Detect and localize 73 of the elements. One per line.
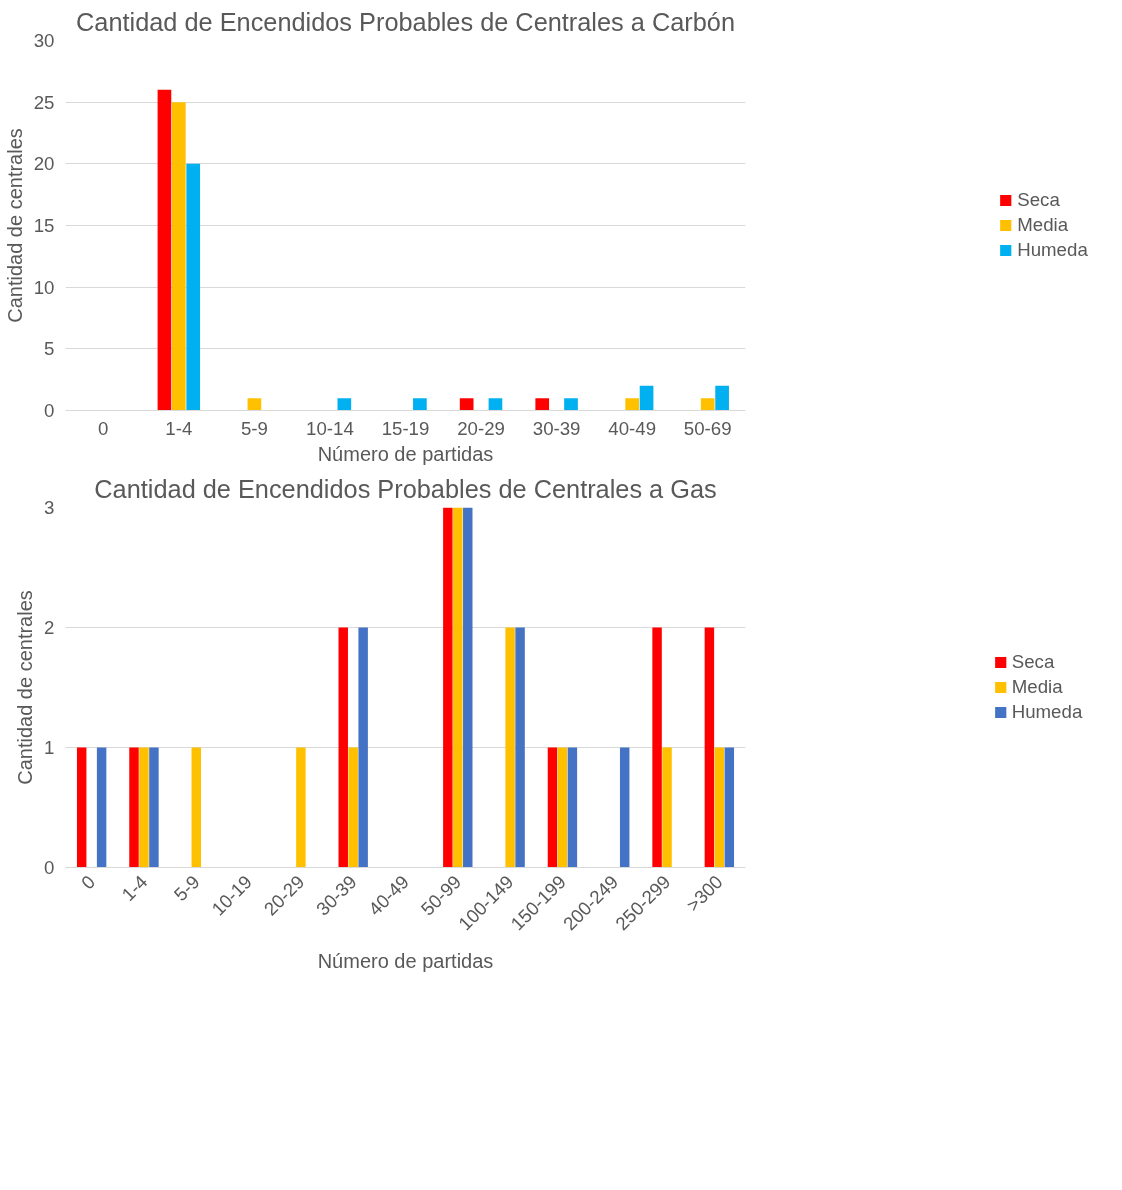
y-tick-label: 10 bbox=[33, 276, 55, 298]
y-tick-label: 25 bbox=[33, 91, 55, 113]
bar bbox=[652, 627, 662, 868]
legend-label: Seca bbox=[1011, 651, 1055, 673]
x-tick-label: 50-69 bbox=[683, 417, 732, 439]
bar bbox=[625, 398, 639, 411]
legend-label: Seca bbox=[1017, 189, 1060, 211]
x-axis-title: Número de partidas bbox=[317, 949, 494, 972]
bar bbox=[413, 398, 427, 411]
x-axis-title: Número de partidas bbox=[317, 442, 494, 465]
y-tick-label: 0 bbox=[44, 400, 55, 421]
bar bbox=[247, 398, 262, 411]
y-tick-label: 15 bbox=[33, 215, 55, 236]
x-tick-label: 10-14 bbox=[306, 417, 354, 439]
bar bbox=[337, 398, 352, 411]
y-tick-label: 2 bbox=[44, 617, 55, 638]
bar bbox=[348, 747, 358, 868]
bar bbox=[157, 89, 172, 411]
bar bbox=[172, 102, 186, 411]
bar bbox=[463, 507, 473, 868]
y-tick-label: 20 bbox=[33, 153, 55, 175]
bar bbox=[700, 398, 715, 411]
x-tick-label: 20-29 bbox=[457, 417, 505, 439]
bar bbox=[535, 398, 550, 411]
bar bbox=[149, 747, 159, 868]
x-tick-label: 15-19 bbox=[381, 417, 430, 439]
bar bbox=[715, 385, 729, 411]
y-axis-title: Cantidad de centrales bbox=[14, 590, 37, 785]
bar bbox=[515, 627, 525, 868]
y-axis-title: Cantidad de centrales bbox=[3, 128, 26, 323]
x-tick-label: 5-9 bbox=[169, 871, 204, 905]
y-tick-label: 30 bbox=[33, 30, 55, 51]
bar bbox=[505, 627, 515, 868]
chart-title: Cantidad de Encendidos Probables de Centrales a Carbón bbox=[76, 7, 735, 36]
bar bbox=[567, 747, 578, 868]
x-tick-label: 0 bbox=[98, 417, 109, 439]
bar bbox=[459, 398, 474, 411]
bar bbox=[191, 747, 201, 868]
bar bbox=[724, 747, 735, 868]
y-tick-label: 5 bbox=[44, 338, 55, 360]
x-tick-label: 1-4 bbox=[117, 871, 152, 905]
y-tick-label: 1 bbox=[44, 737, 55, 758]
bar bbox=[564, 398, 578, 411]
bar bbox=[547, 747, 558, 868]
bar bbox=[662, 747, 672, 868]
y-tick-label: 3 bbox=[44, 497, 55, 518]
x-tick-label: 5-9 bbox=[240, 417, 268, 439]
bar bbox=[296, 747, 306, 868]
bar bbox=[488, 398, 503, 411]
bar bbox=[139, 747, 149, 868]
bar bbox=[714, 747, 725, 868]
x-tick-label: 30-39 bbox=[532, 417, 581, 439]
bar bbox=[619, 747, 630, 868]
bar bbox=[557, 747, 568, 868]
bar bbox=[443, 507, 453, 868]
bar bbox=[96, 747, 107, 868]
x-tick-label: 1-4 bbox=[165, 417, 193, 439]
legend-label: Media bbox=[1017, 214, 1069, 236]
legend-label: Humeda bbox=[1017, 239, 1088, 261]
bar bbox=[358, 627, 368, 868]
legend-label: Media bbox=[1011, 676, 1063, 698]
x-tick-label: 40-49 bbox=[608, 417, 657, 439]
x-tick-label: 0 bbox=[76, 871, 100, 894]
legend-label: Humeda bbox=[1011, 701, 1083, 723]
bar bbox=[186, 163, 201, 411]
bar bbox=[338, 627, 348, 868]
bar bbox=[76, 747, 87, 868]
y-tick-label: 0 bbox=[44, 857, 55, 878]
bar bbox=[129, 747, 139, 868]
bar bbox=[453, 507, 463, 868]
bar bbox=[704, 627, 715, 868]
chart-title: Cantidad de Encendidos Probables de Centrales a Gas bbox=[94, 474, 717, 503]
bar bbox=[639, 385, 654, 411]
